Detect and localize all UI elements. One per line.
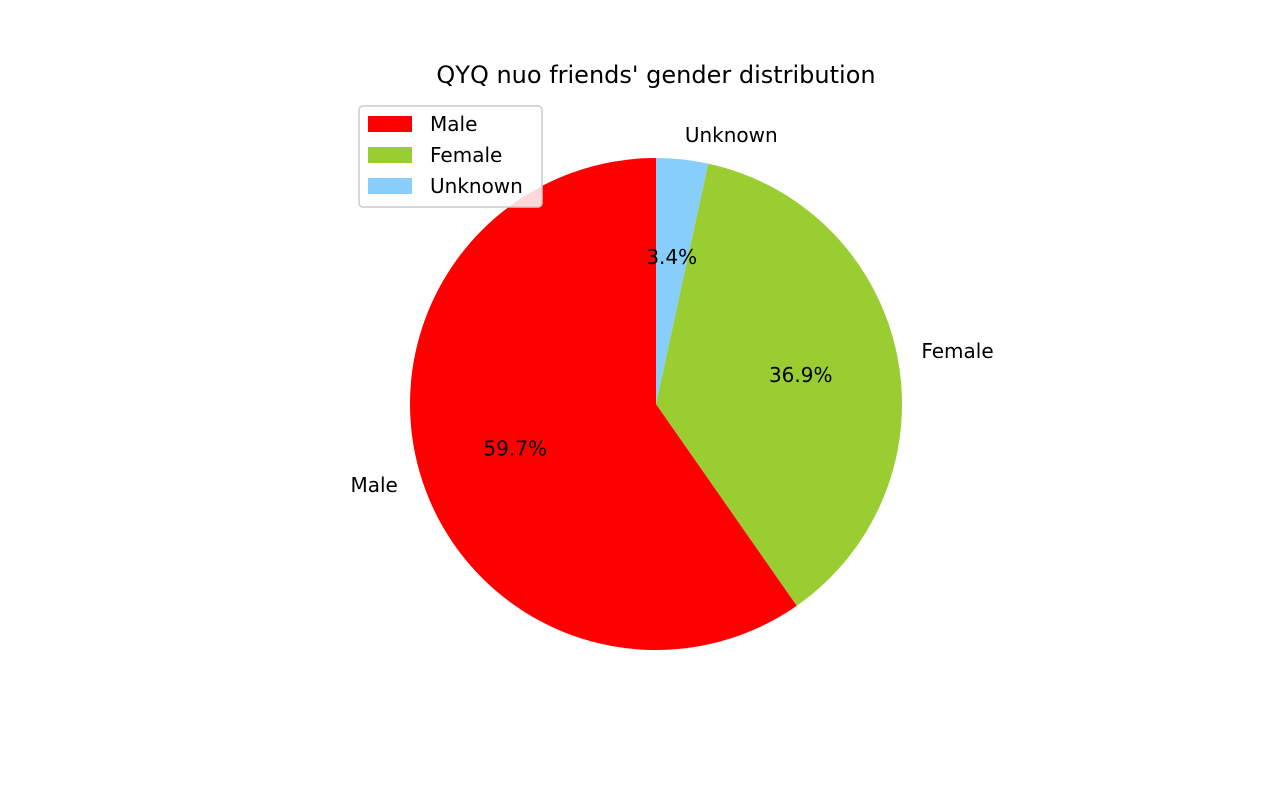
pie-labels: Male 59.7% Female 36.9% Unknown 3.4% bbox=[350, 123, 993, 497]
legend-swatch-female bbox=[368, 147, 412, 163]
slice-percent-unknown: 3.4% bbox=[646, 245, 697, 269]
legend-label-male: Male bbox=[430, 112, 477, 136]
slice-label-female: Female bbox=[921, 339, 993, 363]
legend: Male Female Unknown bbox=[358, 105, 543, 208]
slice-percent-male: 59.7% bbox=[483, 436, 547, 460]
slice-label-unknown: Unknown bbox=[685, 123, 778, 147]
legend-label-female: Female bbox=[430, 143, 502, 167]
pie-slice-female bbox=[656, 163, 902, 606]
legend-swatch-male bbox=[368, 116, 412, 132]
legend-swatch-unknown bbox=[368, 178, 412, 194]
pie-slice-unknown bbox=[656, 158, 709, 404]
slice-percent-female: 36.9% bbox=[769, 363, 833, 387]
pie-slice-male bbox=[409, 158, 797, 650]
legend-label-unknown: Unknown bbox=[430, 174, 523, 198]
chart-title: QYQ nuo friends' gender distribution bbox=[436, 61, 875, 89]
slice-label-male: Male bbox=[350, 473, 397, 497]
pie-slices bbox=[409, 158, 902, 650]
